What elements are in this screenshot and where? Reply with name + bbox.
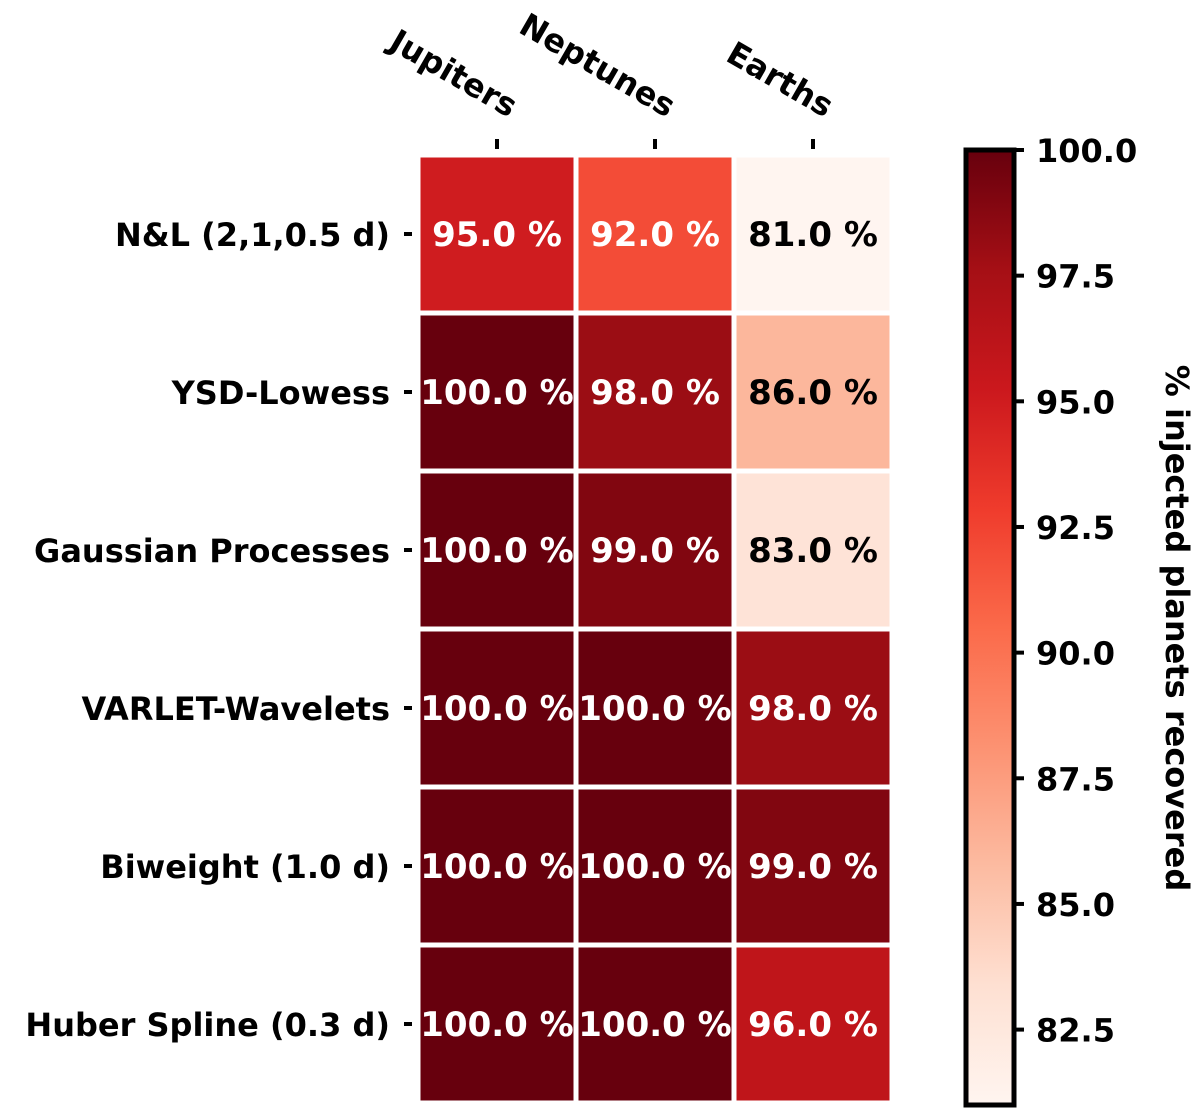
heatmap-cell — [736, 631, 890, 785]
cell-value-label: 99.0 % — [748, 847, 878, 887]
colorbar-ticks: 100.0 97.5 95.0 92.5 90.0 87.5 85.0 82.5 — [1014, 132, 1137, 1050]
heatmap-cell — [420, 473, 574, 627]
colorbar-tick-label: 87.5 — [1036, 760, 1115, 798]
heatmap-cell — [736, 157, 890, 311]
row-label: YSD-Lowess — [171, 374, 390, 412]
heatmap-cell — [578, 473, 732, 627]
heatmap-cell — [420, 789, 574, 943]
row-label: Huber Spline (0.3 d) — [25, 1006, 390, 1044]
heatmap-cell — [736, 315, 890, 469]
colorbar: 100.0 97.5 95.0 92.5 90.0 87.5 85.0 82.5 % inje… — [963, 132, 1196, 1108]
row-label: Biweight (1.0 d) — [100, 848, 390, 886]
row-labels: N&L (2,1,0.5 d) YSD-Lowess Gaussian Proces… — [25, 216, 412, 1044]
heatmap-cell — [578, 947, 732, 1101]
heatmap-cell — [420, 157, 574, 311]
colorbar-tick-label: 90.0 — [1036, 635, 1115, 673]
row-label: Gaussian Processes — [34, 532, 390, 570]
cell-value-label: 83.0 % — [748, 531, 878, 571]
cell-value-label: 100.0 % — [420, 531, 573, 571]
colorbar-tick-label: 95.0 — [1036, 383, 1115, 421]
column-label: Earths — [720, 34, 840, 125]
column-label: Jupiters — [382, 21, 524, 125]
colorbar-gradient — [963, 147, 1017, 1108]
heatmap-cell — [736, 789, 890, 943]
cell-value-label: 96.0 % — [748, 1005, 878, 1045]
heatmap-cell — [578, 315, 732, 469]
heatmap-cells: 95.0 % 92.0 % 81.0 % 100.0 % 98.0 % 86.0 % 100… — [420, 157, 890, 1101]
colorbar-label: % injected planets recovered — [1158, 365, 1196, 891]
heatmap-cell — [578, 631, 732, 785]
heatmap-cell — [578, 157, 732, 311]
cell-value-label: 95.0 % — [432, 215, 562, 255]
cell-value-label: 100.0 % — [420, 373, 573, 413]
row-label: N&L (2,1,0.5 d) — [115, 216, 390, 254]
cell-value-label: 100.0 % — [578, 847, 731, 887]
heatmap-cell — [578, 789, 732, 943]
colorbar-tick-label: 92.5 — [1036, 509, 1115, 547]
cell-value-label: 100.0 % — [420, 689, 573, 729]
column-label: Neptunes — [513, 6, 682, 125]
heatmap-cell — [736, 947, 890, 1101]
cell-value-label: 92.0 % — [590, 215, 720, 255]
cell-value-label: 100.0 % — [578, 1005, 731, 1045]
heatmap-cell — [420, 315, 574, 469]
cell-value-label: 98.0 % — [590, 373, 720, 413]
heatmap-cell — [420, 947, 574, 1101]
colorbar-tick-label: 82.5 — [1036, 1012, 1115, 1050]
cell-value-label: 100.0 % — [420, 847, 573, 887]
heatmap-cell — [420, 631, 574, 785]
colorbar-tick-label: 85.0 — [1036, 886, 1115, 924]
cell-value-label: 100.0 % — [420, 1005, 573, 1045]
cell-value-label: 81.0 % — [748, 215, 878, 255]
colorbar-tick-label: 100.0 — [1036, 132, 1137, 170]
cell-value-label: 98.0 % — [748, 689, 878, 729]
heatmap-cell — [736, 473, 890, 627]
colorbar-tick-label: 97.5 — [1036, 258, 1115, 296]
cell-value-label: 99.0 % — [590, 531, 720, 571]
row-label: VARLET-Wavelets — [81, 690, 390, 728]
cell-value-label: 100.0 % — [578, 689, 731, 729]
cell-value-label: 86.0 % — [748, 373, 878, 413]
